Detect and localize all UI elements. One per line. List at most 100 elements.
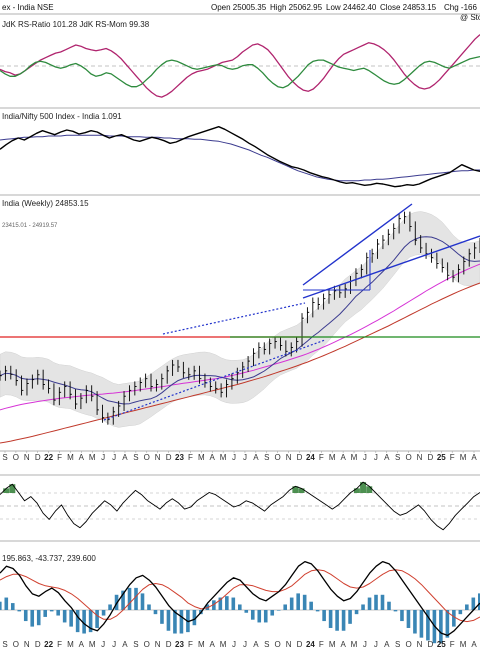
x-tick-label-bottom: J [374,640,378,649]
macd-histogram-bar [452,610,456,627]
oscillator-overbought-fill [9,484,16,493]
price-title: India (Weekly) 24853.15 [2,199,89,208]
price-ma-blue [0,236,480,405]
header-right: @ Sto [460,13,480,22]
x-tick-label-bottom: F [319,640,324,649]
x-tick-label-bottom: D [166,640,172,649]
x-tick-label-bottom: F [57,640,62,649]
macd-histogram-bar [147,604,151,610]
macd-histogram-bar [49,610,54,612]
x-tick-label: N [417,453,423,462]
oscillator-overbought-fill [360,482,367,493]
x-tick-label: D [427,453,433,462]
macd-histogram-bar [10,603,15,610]
x-tick-label: A [340,453,346,462]
macd-panel: 195.863, -43.737, 239.600 [0,554,480,644]
macd-histogram-bar [426,610,430,641]
x-tick-label: J [101,453,105,462]
macd-histogram-bar [218,597,223,610]
macd-histogram-bar [348,610,352,624]
x-tick-label: A [210,453,216,462]
macd-histogram-bar [406,610,411,628]
relative-ma-line [0,134,480,182]
x-tick-label-bottom: 25 [437,640,446,649]
macd-histogram-bar [140,593,145,610]
macd-histogram-bar [95,610,99,628]
x-tick-label-bottom: S [2,640,7,649]
x-tick-label-bottom: J [243,640,247,649]
macd-histogram-bar [101,610,106,616]
x-tick-label: M [351,453,358,462]
macd-histogram-bar [134,587,138,610]
macd-histogram-bar [263,610,268,623]
relative-title: India/Nifty 500 Index - India 1.091 [2,112,122,121]
ohlc-high: High 25062.95 [270,3,323,12]
trendline-upper-dotted [162,302,306,335]
x-tick-label-bottom: F [188,640,193,649]
macd-histogram-bar [212,600,216,610]
macd-histogram-bar [192,610,197,626]
macd-histogram-bar [108,604,112,610]
macd-histogram-bar [43,610,48,617]
channel-upper-line [302,203,413,286]
macd-histogram-bar [173,610,177,634]
x-tick-label: F [188,453,193,462]
x-tick-label: N [286,453,292,462]
macd-histogram-bar [471,597,476,610]
macd-histogram-bar [315,610,320,612]
oscillator-overbought-fill [292,486,299,493]
macd-histogram-bar [270,610,275,616]
macd-histogram-bar [257,610,262,623]
macd-histogram-bar [88,610,93,633]
macd-histogram-bar [75,610,80,633]
price-subtitle: 23415.01 - 24919.57 [2,223,58,229]
x-tick-label: 24 [306,453,315,462]
x-tick-label-bottom: A [253,640,259,649]
macd-histogram-bar [465,604,469,610]
macd-histogram-bar [238,604,242,610]
x-tick-label-bottom: S [264,640,269,649]
x-tick-label: O [13,453,19,462]
x-tick-label: J [112,453,116,462]
macd-histogram-bar [445,610,450,638]
macd-histogram-bar [153,610,158,615]
x-tick-label: O [144,453,150,462]
x-tick-label-bottom: M [329,640,336,649]
price-panel: India (Weekly) 24853.15 23415.01 - 24919… [0,199,480,462]
macd-histogram-bar [225,596,229,610]
x-tick-label: J [232,453,236,462]
x-tick-label-bottom: A [210,640,216,649]
channel-lower-line [302,235,480,299]
x-tick-label: O [405,453,411,462]
x-tick-label-bottom: N [286,640,292,649]
relative-line [0,125,480,188]
x-tick-label-bottom: J [232,640,236,649]
x-tick-label: 23 [175,453,184,462]
x-tick-label-bottom: J [101,640,105,649]
macd-histogram-bar [56,610,60,616]
x-tick-label: N [24,453,30,462]
macd-histogram-bar [36,610,41,626]
x-tick-label: M [89,453,96,462]
x-tick-label-bottom: A [384,640,390,649]
macd-histogram-bar [289,597,294,610]
macd-histogram-bar [205,604,210,610]
macd-histogram-bar [231,597,236,610]
x-tick-label-bottom: M [351,640,358,649]
relative-panel: India/Nifty 500 Index - India 1.091 [0,112,480,196]
x-tick-label-bottom: M [67,640,74,649]
macd-histogram-bar [179,610,184,634]
macd-line [0,560,480,637]
macd-histogram-bar [296,593,300,610]
x-tick-label: F [450,453,455,462]
macd-histogram-bar [387,601,391,610]
macd-histogram-bar [4,597,9,610]
macd-histogram-bar [283,604,288,610]
rrg-title: JdK RS-Ratio 101.28 JdK RS-Mom 99.38 [2,20,150,29]
macd-histogram-bar [276,610,281,611]
oscillator-overbought-fill [353,488,360,493]
rrg-series-0 [0,34,480,98]
price-ma-red [0,282,480,444]
x-tick-label-bottom: O [275,640,281,649]
macd-histogram-bar [458,610,463,615]
